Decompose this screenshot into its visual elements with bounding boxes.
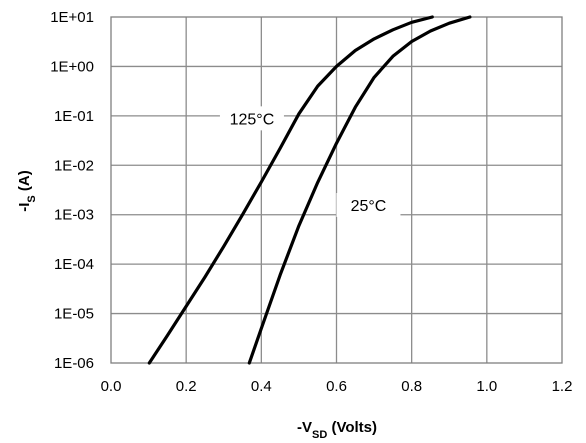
tick-labels: 0.0 0.2 0.4 0.6 0.8 1.0 1.2 1E+01 1E+00 1E-01 1E-0… [50,9,572,395]
y-tick-label-1: 1E+00 [50,58,94,75]
series-label-1: 25°C [351,198,387,215]
x-tick-label-2: 0.4 [251,378,272,395]
y-tick-label-6: 1E-05 [54,306,94,323]
series-line-1 [247,15,472,365]
x-tick-label-5: 1.0 [476,378,497,395]
x-tick-label-4: 0.8 [401,378,422,395]
series-line-0 [147,15,434,365]
y-tick-label-0: 1E+01 [50,9,94,26]
series-label-0: 125°C [230,111,275,128]
series-labels: 125°C 25°C [219,106,401,218]
x-tick-label-3: 0.6 [326,378,347,395]
y-tick-label-7: 1E-06 [54,355,94,372]
plot-frame [110,16,563,364]
x-tick-label-1: 0.2 [176,378,197,395]
y-axis-title: -IS (A) [16,170,38,212]
curves [147,15,472,365]
y-tick-label-3: 1E-02 [54,157,94,174]
y-tick-label-4: 1E-03 [54,207,94,224]
grid [110,16,563,364]
x-axis-title: -VSD (Volts) [297,419,377,441]
series-label-bg-0 [219,106,284,131]
series-label-bg-1 [336,193,401,218]
y-tick-label-5: 1E-04 [54,256,94,273]
x-tick-label-0: 0.0 [101,378,122,395]
y-tick-label-2: 1E-01 [54,108,94,125]
x-tick-label-6: 1.2 [552,378,573,395]
